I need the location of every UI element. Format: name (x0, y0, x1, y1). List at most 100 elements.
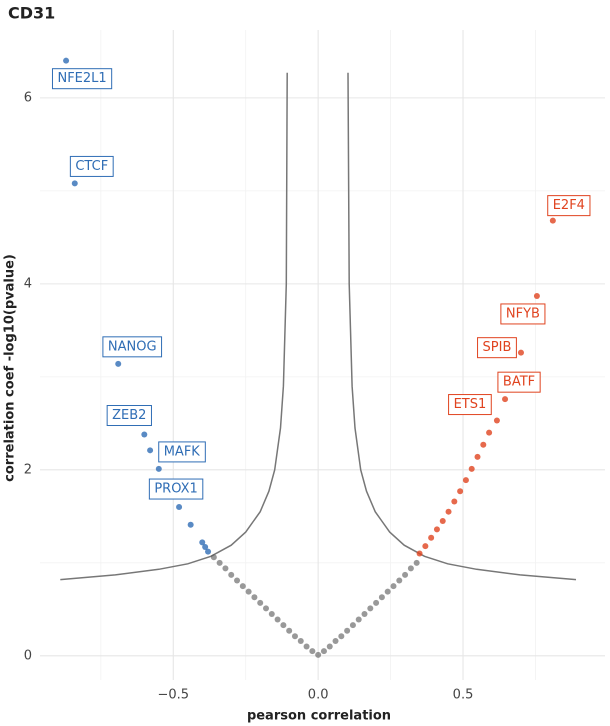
point (71, 180, 78, 187)
y-axis-title: correlation coef -log10(pvalue) (3, 254, 18, 482)
point (402, 571, 409, 578)
point (274, 616, 281, 623)
y-tick-label: 6 (24, 90, 32, 105)
point (309, 648, 316, 655)
point (245, 588, 252, 595)
point (474, 453, 481, 460)
label-text: CTCF (75, 159, 108, 174)
point-label: E2F4 (547, 195, 591, 217)
label-box (106, 405, 152, 427)
point (202, 544, 209, 551)
point (384, 588, 391, 595)
point (338, 633, 345, 640)
label-text: BATF (503, 375, 535, 390)
point (187, 521, 194, 528)
label-box (51, 68, 113, 90)
point-label: ETS1 (448, 394, 492, 416)
y-tick-label: 2 (24, 462, 32, 477)
point (303, 643, 310, 650)
point (373, 599, 380, 606)
point-label: NANOG (102, 336, 163, 358)
point (457, 488, 464, 495)
point (155, 465, 162, 472)
point-label: NFYB (500, 303, 546, 325)
label-box (158, 441, 206, 463)
point (222, 565, 229, 572)
point (549, 217, 556, 224)
point-label: NFE2L1 (51, 68, 113, 90)
label-box (547, 195, 591, 217)
point (355, 616, 362, 623)
point (367, 605, 374, 612)
label-text: MAFK (164, 444, 201, 459)
label-text: ZEB2 (112, 408, 146, 423)
point (210, 554, 217, 561)
point (141, 431, 148, 438)
point (257, 599, 264, 606)
label-box (148, 478, 204, 500)
point (533, 292, 540, 299)
label-box (497, 371, 541, 393)
point (396, 577, 403, 584)
point-label: MAFK (158, 441, 206, 463)
y-tick-label: 4 (24, 276, 32, 291)
x-tick-label: 0.0 (308, 688, 329, 703)
point (445, 508, 452, 515)
point-label: SPIB (477, 337, 517, 359)
label-text: SPIB (483, 340, 512, 355)
label-box (102, 336, 163, 358)
label-text: NANOG (108, 339, 157, 354)
point (268, 610, 275, 617)
y-tick-label: 0 (24, 648, 32, 663)
x-tick-label: −0.5 (157, 688, 189, 703)
point (286, 627, 293, 634)
point (433, 526, 440, 533)
point-label: CTCF (69, 155, 114, 177)
point (407, 565, 414, 572)
point (422, 543, 429, 550)
point (63, 57, 70, 64)
label-text: E2F4 (553, 198, 585, 213)
point (517, 349, 524, 356)
x-tick-label: 0.5 (453, 688, 474, 703)
point (251, 594, 258, 601)
label-text: NFE2L1 (57, 71, 106, 86)
point (234, 577, 241, 584)
label-box (448, 394, 492, 416)
point (416, 550, 423, 557)
point (326, 643, 333, 650)
label-box (477, 337, 517, 359)
label-text: NFYB (506, 306, 540, 321)
point (115, 360, 122, 367)
point (199, 539, 206, 546)
point (480, 441, 487, 448)
label-text: PROX1 (154, 482, 197, 497)
point (176, 504, 183, 511)
point (297, 637, 304, 644)
threshold-curve (60, 72, 288, 581)
point (239, 583, 246, 590)
point (147, 447, 154, 454)
point (486, 429, 493, 436)
point (428, 534, 435, 541)
threshold-curve (347, 72, 577, 581)
point (493, 417, 500, 424)
point (263, 605, 269, 612)
point (205, 548, 212, 555)
point (439, 517, 446, 524)
point (468, 465, 475, 472)
point (451, 498, 458, 505)
point-label: BATF (497, 371, 541, 393)
point (413, 559, 420, 566)
point (361, 610, 368, 617)
point (332, 637, 339, 644)
label-text: ETS1 (454, 397, 487, 412)
point (502, 396, 509, 403)
point (390, 583, 397, 590)
point (462, 477, 469, 484)
point (378, 594, 385, 601)
point (320, 648, 327, 655)
label-box (500, 303, 546, 325)
point (349, 622, 356, 629)
